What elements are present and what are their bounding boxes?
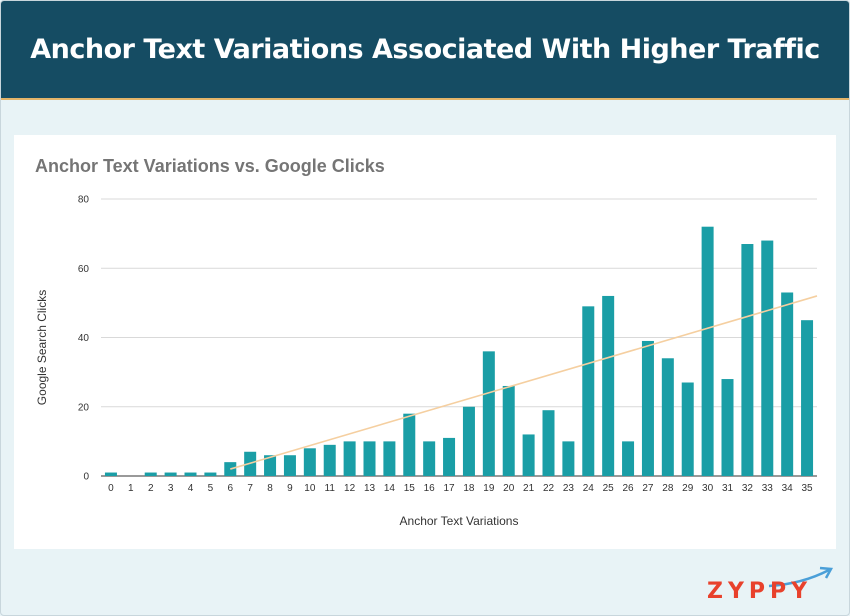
x-tick-label: 4 bbox=[188, 483, 194, 494]
bar bbox=[383, 441, 396, 476]
x-tick-label: 6 bbox=[227, 483, 233, 494]
bar bbox=[622, 441, 635, 476]
x-tick-label: 29 bbox=[682, 483, 694, 494]
bar bbox=[661, 358, 674, 476]
zyppy-logo: ZYPPY bbox=[707, 564, 837, 608]
banner-title: Anchor Text Variations Associated With H… bbox=[30, 34, 820, 65]
bar bbox=[562, 441, 575, 476]
y-tick-label: 0 bbox=[83, 472, 89, 483]
bar bbox=[164, 472, 177, 476]
logo-text: ZYPPY bbox=[707, 579, 813, 604]
bar bbox=[482, 351, 495, 476]
bar bbox=[681, 382, 694, 476]
x-axis-label: Anchor Text Variations bbox=[400, 514, 519, 528]
x-tick-label: 1 bbox=[128, 483, 134, 494]
bar bbox=[144, 472, 157, 476]
bar bbox=[104, 472, 117, 476]
bar bbox=[423, 441, 436, 476]
bar bbox=[303, 448, 316, 476]
x-tick-label: 16 bbox=[424, 483, 436, 494]
x-tick-label: 18 bbox=[463, 483, 475, 494]
chart-card: Anchor Text Variations vs. Google Clicks… bbox=[14, 135, 836, 549]
bar bbox=[462, 406, 475, 476]
bar bbox=[443, 437, 456, 476]
x-tick-label: 20 bbox=[503, 483, 515, 494]
bar bbox=[761, 240, 774, 476]
x-tick-label: 9 bbox=[287, 483, 293, 494]
x-tick-label: 35 bbox=[801, 483, 813, 494]
bar bbox=[323, 444, 336, 476]
bar bbox=[602, 295, 615, 476]
x-tick-label: 22 bbox=[543, 483, 555, 494]
bar bbox=[264, 455, 277, 476]
x-tick-label: 14 bbox=[384, 483, 396, 494]
bar bbox=[283, 455, 296, 476]
logo-arrow-icon bbox=[768, 566, 834, 588]
bar bbox=[781, 292, 794, 476]
x-tick-label: 3 bbox=[168, 483, 174, 494]
x-tick-label: 12 bbox=[344, 483, 356, 494]
y-tick-label: 20 bbox=[78, 402, 90, 413]
bar bbox=[721, 379, 734, 476]
x-tick-label: 25 bbox=[603, 483, 615, 494]
x-tick-label: 28 bbox=[662, 483, 674, 494]
banner: Anchor Text Variations Associated With H… bbox=[1, 1, 849, 100]
bar bbox=[801, 320, 814, 476]
trendline bbox=[230, 295, 818, 470]
x-tick-label: 19 bbox=[483, 483, 495, 494]
bar bbox=[522, 434, 535, 476]
chart-title: Anchor Text Variations vs. Google Clicks bbox=[35, 156, 385, 176]
x-tick-label: 10 bbox=[304, 483, 316, 494]
y-tick-label: 40 bbox=[78, 333, 90, 344]
x-tick-label: 30 bbox=[702, 483, 714, 494]
bar bbox=[542, 410, 555, 476]
bar bbox=[184, 472, 197, 476]
x-tick-label: 31 bbox=[722, 483, 734, 494]
y-tick-label: 80 bbox=[78, 195, 90, 206]
bar bbox=[701, 226, 714, 476]
x-tick-label: 26 bbox=[622, 483, 634, 494]
x-tick-label: 2 bbox=[148, 483, 154, 494]
bar bbox=[363, 441, 376, 476]
x-tick-label: 13 bbox=[364, 483, 376, 494]
bar bbox=[204, 472, 217, 476]
x-tick-label: 32 bbox=[742, 483, 754, 494]
x-tick-label: 21 bbox=[523, 483, 535, 494]
x-tick-label: 27 bbox=[642, 483, 654, 494]
bar bbox=[343, 441, 356, 476]
bar bbox=[641, 340, 654, 476]
y-tick-label: 60 bbox=[78, 264, 90, 275]
x-tick-label: 5 bbox=[208, 483, 214, 494]
bar bbox=[502, 385, 515, 476]
bar bbox=[403, 413, 416, 476]
y-axis-label: Google Search Clicks bbox=[35, 290, 49, 405]
x-tick-label: 7 bbox=[247, 483, 253, 494]
x-tick-label: 0 bbox=[108, 483, 114, 494]
bar bbox=[741, 244, 754, 476]
bar bbox=[582, 306, 595, 476]
x-tick-label: 17 bbox=[443, 483, 455, 494]
x-tick-label: 11 bbox=[325, 483, 336, 494]
x-tick-label: 34 bbox=[782, 483, 794, 494]
x-tick-label: 8 bbox=[267, 483, 273, 494]
x-tick-label: 15 bbox=[404, 483, 416, 494]
x-tick-label: 33 bbox=[762, 483, 774, 494]
x-tick-label: 23 bbox=[563, 483, 575, 494]
x-tick-label: 24 bbox=[583, 483, 595, 494]
